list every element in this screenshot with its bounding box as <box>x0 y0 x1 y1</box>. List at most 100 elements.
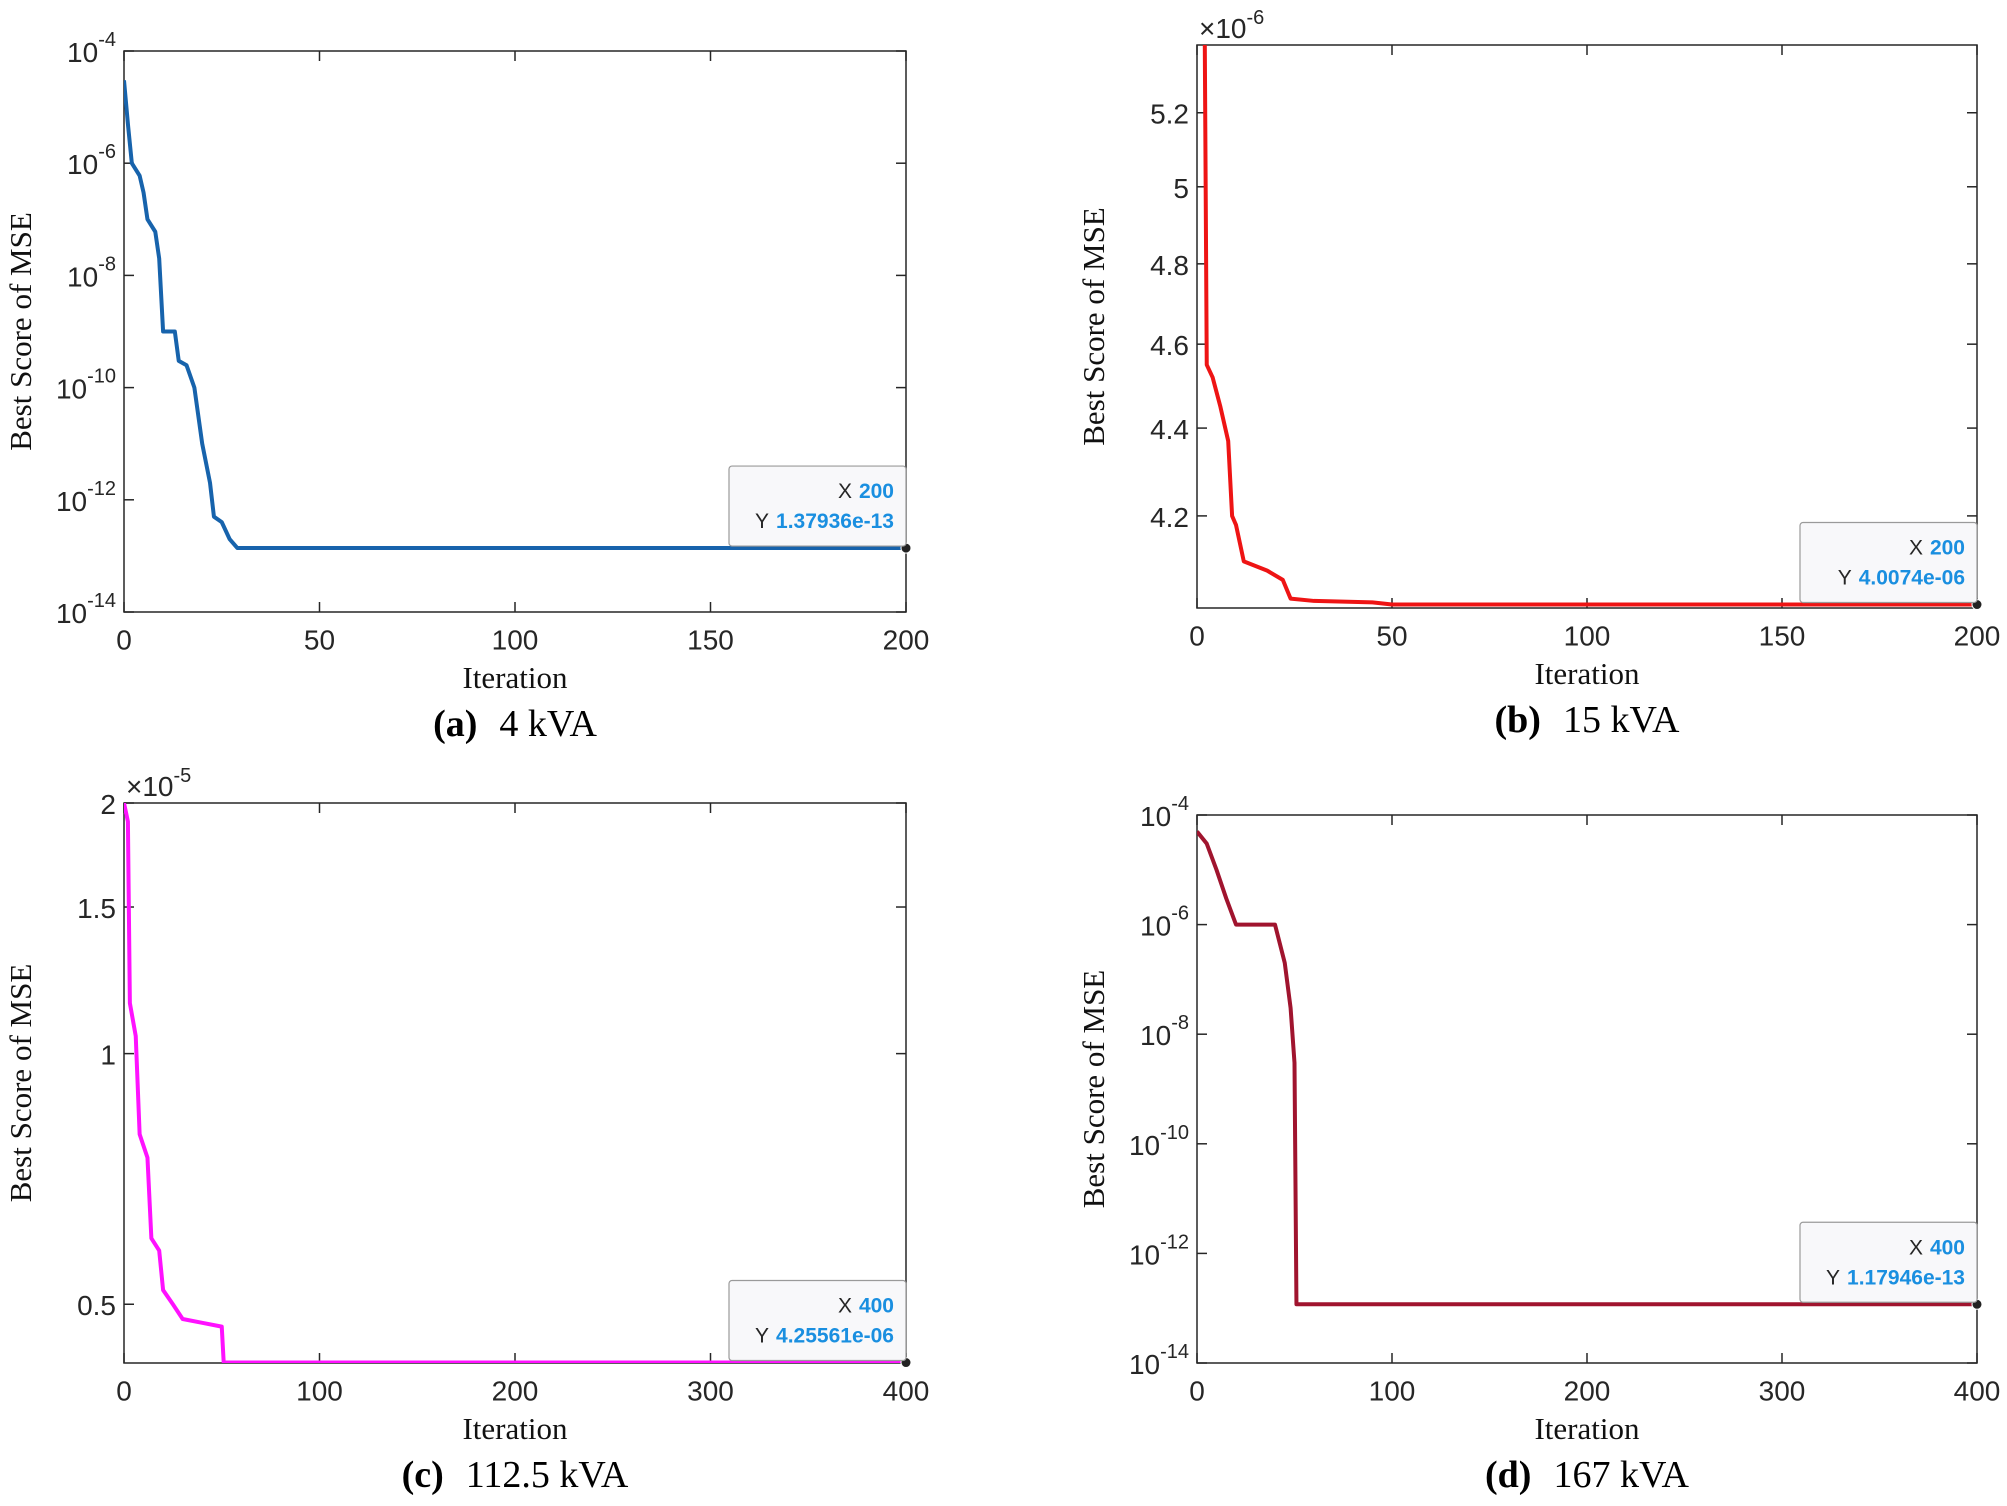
y-tick-label: 10-12 <box>56 478 116 517</box>
datatip-y-name: Y <box>1838 566 1852 589</box>
x-tick-label: 0 <box>116 1375 132 1406</box>
x-tick-label: 100 <box>1564 620 1611 651</box>
tick-base: 10 <box>1129 1240 1160 1271</box>
datatip-box <box>728 1279 907 1362</box>
chart: 0 50 100 150 200 4.2 4.4 4.6 4.8 5 5.2 ×10-6 X 200 Y 4.… <box>1076 7 2000 740</box>
tick-exponent: -6 <box>98 141 116 163</box>
tick-exponent: -10 <box>1160 1122 1189 1144</box>
y-tick-label: 1 <box>100 1040 116 1071</box>
tick-base: 10 <box>56 486 87 517</box>
caption: (c) 112.5 kVA <box>402 1454 629 1496</box>
datatip-x-name: X <box>838 480 852 503</box>
datatip-x-value: 200 <box>1930 536 1965 559</box>
y-tick-label: 4.6 <box>1150 331 1189 362</box>
datatip-x: X 400 <box>838 1294 894 1317</box>
datatip-y-name: Y <box>1826 1266 1840 1289</box>
multiplier-exponent: -5 <box>174 765 192 787</box>
caption: (b) 15 kVA <box>1495 699 1680 741</box>
x-tick-label: 200 <box>1954 620 2001 651</box>
x-tick-label: 0 <box>1189 1375 1205 1406</box>
tick-exponent: -4 <box>1171 793 1189 815</box>
datatip-x: X 200 <box>838 480 894 503</box>
y-tick-label: 10-12 <box>1129 1232 1189 1271</box>
caption-label: (a) <box>433 703 477 745</box>
tick-exponent: -6 <box>1171 903 1189 925</box>
datatip-x: X 200 <box>1909 536 1965 559</box>
tick-base: 5 <box>1173 173 1189 204</box>
x-axis-label: Iteration <box>1534 1411 1640 1446</box>
tick-base: 2 <box>100 789 116 820</box>
tick-exponent: -10 <box>87 366 116 388</box>
datatip-y: Y 1.37936e-13 <box>755 510 894 533</box>
datatip-x-value: 400 <box>1930 1236 1965 1259</box>
datatip-y-value: 1.37936e-13 <box>776 510 894 533</box>
datatip-y: Y 4.25561e-06 <box>755 1324 894 1347</box>
x-tick-label: 50 <box>1376 620 1407 651</box>
multiplier-base: ×10 <box>1199 13 1247 44</box>
y-axis-label: Best Score of MSE <box>1076 970 1111 1209</box>
y-tick-label: 4.2 <box>1150 502 1189 533</box>
datatip-y: Y 1.17946e-13 <box>1826 1266 1965 1289</box>
plot-area <box>123 802 907 1364</box>
y-tick-label: 10-14 <box>56 590 116 629</box>
datatip-x-value: 200 <box>859 480 894 503</box>
y-tick-label: 4.8 <box>1150 250 1189 281</box>
tick-base: 4.6 <box>1150 331 1189 362</box>
y-axis-label: Best Score of MSE <box>3 212 38 451</box>
x-tick-label: 200 <box>883 624 930 655</box>
x-tick-label: 300 <box>1759 1375 1806 1406</box>
datatip-x-name: X <box>1909 1236 1923 1259</box>
caption-label: (c) <box>402 1454 444 1496</box>
datatip-y: Y 4.0074e-06 <box>1838 566 1965 589</box>
y-tick-label: 10-4 <box>1140 793 1189 832</box>
y-tick-label: 4.4 <box>1150 414 1189 445</box>
multiplier-exponent: -6 <box>1247 7 1265 29</box>
x-tick-label: 100 <box>296 1375 343 1406</box>
x-axis-label: Iteration <box>1534 656 1640 691</box>
tick-base: 10 <box>56 598 87 629</box>
tick-base: 5.2 <box>1150 99 1189 130</box>
y-tick-label: 10-6 <box>67 141 116 180</box>
x-axis-label: Iteration <box>462 660 568 695</box>
multiplier-base: ×10 <box>126 771 174 802</box>
caption: (a) 4 kVA <box>433 703 597 745</box>
tick-base: 10 <box>1140 801 1171 832</box>
tick-base: 10 <box>67 150 98 181</box>
y-tick-label: 10-4 <box>67 29 116 68</box>
datatip-box <box>1799 521 1978 604</box>
datatip-x: X 400 <box>1909 1236 1965 1259</box>
tick-base: 10 <box>1140 1021 1171 1052</box>
tick-base: 10 <box>1129 1349 1160 1380</box>
y-tick-label: 10-14 <box>1129 1341 1189 1380</box>
y-multiplier: ×10-6 <box>1199 7 1264 44</box>
tick-base: 1.5 <box>77 893 116 924</box>
data-line <box>1202 45 1977 607</box>
x-axis-label: Iteration <box>462 1411 568 1446</box>
data-line <box>1197 830 1977 1307</box>
tick-exponent: -4 <box>98 29 116 51</box>
tick-exponent: -8 <box>98 254 116 276</box>
data-line <box>124 80 906 551</box>
tick-exponent: -12 <box>87 478 116 500</box>
tick-base: 4.4 <box>1150 414 1189 445</box>
tick-base: 10 <box>56 374 87 405</box>
y-tick-label: 10-6 <box>1140 903 1189 942</box>
x-tick-label: 0 <box>116 624 132 655</box>
tick-exponent: -14 <box>1160 1341 1189 1363</box>
y-tick-label: 0.5 <box>77 1291 116 1322</box>
caption-text: 15 kVA <box>1563 699 1680 741</box>
chart: 0 50 100 150 20010-1410-1210-1010-810-610-4X… <box>3 29 929 744</box>
x-tick-label: 300 <box>687 1375 734 1406</box>
caption: (d) 167 kVA <box>1485 1454 1689 1496</box>
datatip-y-value: 4.25561e-06 <box>776 1324 894 1347</box>
datatip-y-name: Y <box>755 1324 769 1347</box>
tick-base: 0.5 <box>77 1291 116 1322</box>
tick-exponent: -14 <box>87 590 116 612</box>
y-tick-label: 1.5 <box>77 893 116 924</box>
caption-text: 4 kVA <box>499 703 597 745</box>
datatip-x-name: X <box>1909 536 1923 559</box>
y-multiplier: ×10-5 <box>126 765 191 802</box>
chart: 0 100 200 300 400 0.5 1 1.5 2 ×10-5 X 400 Y 4.25561e-… <box>3 765 929 1495</box>
datatip-y-value: 1.17946e-13 <box>1847 1266 1965 1289</box>
